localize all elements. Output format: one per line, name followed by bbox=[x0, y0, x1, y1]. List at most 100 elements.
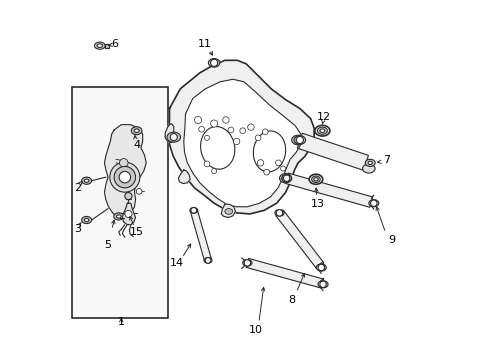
Circle shape bbox=[194, 116, 201, 123]
Circle shape bbox=[282, 175, 288, 182]
Text: 3: 3 bbox=[74, 224, 81, 234]
Ellipse shape bbox=[189, 207, 197, 213]
Polygon shape bbox=[122, 203, 135, 225]
Circle shape bbox=[296, 136, 303, 144]
Ellipse shape bbox=[308, 174, 322, 184]
Ellipse shape bbox=[253, 131, 285, 172]
Ellipse shape bbox=[116, 215, 121, 218]
Circle shape bbox=[136, 189, 142, 194]
Text: 1: 1 bbox=[118, 317, 124, 327]
Ellipse shape bbox=[97, 44, 102, 48]
Circle shape bbox=[205, 257, 210, 263]
Text: 8: 8 bbox=[287, 295, 295, 305]
Polygon shape bbox=[104, 125, 146, 217]
Circle shape bbox=[233, 138, 240, 145]
Circle shape bbox=[222, 117, 229, 123]
Text: 6: 6 bbox=[111, 39, 119, 49]
Ellipse shape bbox=[291, 135, 304, 145]
Ellipse shape bbox=[134, 129, 139, 132]
Circle shape bbox=[124, 193, 132, 200]
Ellipse shape bbox=[311, 176, 320, 183]
Ellipse shape bbox=[131, 127, 142, 135]
Polygon shape bbox=[245, 258, 323, 288]
Ellipse shape bbox=[84, 179, 89, 182]
Ellipse shape bbox=[317, 127, 326, 134]
Text: 2: 2 bbox=[74, 183, 81, 193]
Circle shape bbox=[211, 168, 216, 174]
Circle shape bbox=[283, 175, 289, 181]
Bar bbox=[105, 44, 108, 48]
Circle shape bbox=[244, 260, 250, 266]
Ellipse shape bbox=[242, 260, 251, 266]
Ellipse shape bbox=[166, 132, 180, 142]
Ellipse shape bbox=[208, 59, 220, 67]
Circle shape bbox=[319, 281, 325, 288]
Polygon shape bbox=[168, 60, 313, 214]
Circle shape bbox=[119, 158, 128, 167]
Polygon shape bbox=[190, 210, 211, 261]
Ellipse shape bbox=[81, 216, 91, 224]
Text: 10: 10 bbox=[248, 325, 263, 335]
Circle shape bbox=[275, 160, 281, 166]
Bar bbox=[72, 87, 168, 318]
Text: 14: 14 bbox=[170, 258, 184, 268]
Circle shape bbox=[240, 128, 245, 134]
Ellipse shape bbox=[319, 129, 324, 132]
Polygon shape bbox=[275, 210, 323, 269]
Circle shape bbox=[203, 161, 209, 167]
Polygon shape bbox=[221, 204, 235, 217]
Circle shape bbox=[204, 135, 209, 140]
Circle shape bbox=[210, 59, 217, 66]
Ellipse shape bbox=[114, 213, 123, 220]
Ellipse shape bbox=[368, 200, 378, 207]
Circle shape bbox=[119, 171, 130, 183]
Circle shape bbox=[114, 166, 135, 188]
Ellipse shape bbox=[314, 125, 329, 136]
Ellipse shape bbox=[313, 178, 317, 181]
Ellipse shape bbox=[203, 257, 212, 263]
Ellipse shape bbox=[84, 219, 89, 222]
Circle shape bbox=[247, 124, 254, 130]
Circle shape bbox=[262, 129, 267, 135]
Polygon shape bbox=[285, 173, 372, 207]
Ellipse shape bbox=[367, 161, 372, 165]
Circle shape bbox=[280, 166, 285, 171]
Circle shape bbox=[190, 207, 196, 213]
Circle shape bbox=[276, 210, 282, 216]
Circle shape bbox=[257, 159, 263, 166]
Circle shape bbox=[124, 210, 132, 217]
Ellipse shape bbox=[365, 159, 374, 166]
Circle shape bbox=[294, 136, 301, 144]
Text: 9: 9 bbox=[387, 235, 394, 245]
Text: 4: 4 bbox=[133, 140, 140, 150]
Circle shape bbox=[227, 127, 233, 133]
Circle shape bbox=[255, 135, 261, 141]
Ellipse shape bbox=[224, 208, 232, 214]
Ellipse shape bbox=[316, 264, 325, 271]
Polygon shape bbox=[183, 79, 300, 207]
Polygon shape bbox=[297, 133, 367, 170]
Text: 7: 7 bbox=[382, 156, 389, 165]
Ellipse shape bbox=[362, 164, 374, 173]
Circle shape bbox=[198, 126, 204, 132]
Polygon shape bbox=[178, 170, 190, 184]
Text: 5: 5 bbox=[104, 240, 111, 250]
Ellipse shape bbox=[317, 281, 327, 288]
Circle shape bbox=[110, 162, 140, 192]
Circle shape bbox=[370, 200, 376, 206]
Text: 15: 15 bbox=[129, 227, 143, 237]
Text: 13: 13 bbox=[310, 199, 324, 209]
Text: 11: 11 bbox=[197, 39, 211, 49]
Ellipse shape bbox=[281, 175, 291, 182]
Circle shape bbox=[210, 120, 217, 127]
Circle shape bbox=[170, 134, 177, 141]
Ellipse shape bbox=[294, 136, 305, 144]
Ellipse shape bbox=[200, 126, 234, 169]
Text: 12: 12 bbox=[316, 112, 330, 122]
Ellipse shape bbox=[274, 210, 284, 216]
Ellipse shape bbox=[81, 177, 91, 184]
Ellipse shape bbox=[94, 42, 105, 49]
Circle shape bbox=[263, 169, 269, 175]
Ellipse shape bbox=[279, 174, 291, 183]
Polygon shape bbox=[165, 123, 173, 143]
